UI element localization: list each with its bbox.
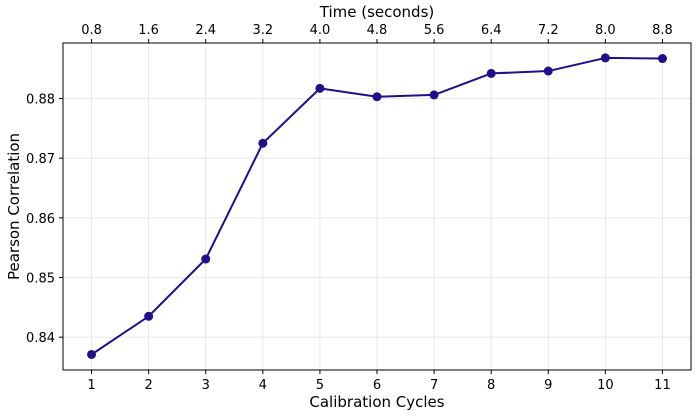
grid bbox=[63, 43, 691, 370]
x-tick-label: 10 bbox=[597, 378, 614, 393]
x-tick-label: 8 bbox=[487, 378, 495, 393]
top-x-tick-label: 8.8 bbox=[652, 23, 673, 38]
y-axis-title: Pearson Correlation bbox=[5, 133, 23, 280]
data-point bbox=[600, 53, 610, 63]
x-axis-ticks: 1 2 3 4 5 6 7 8 9 10 11 bbox=[87, 370, 671, 393]
x-tick-label: 9 bbox=[544, 378, 552, 393]
x-tick-label: 3 bbox=[202, 378, 210, 393]
x-tick-label: 11 bbox=[654, 378, 671, 393]
data-point bbox=[201, 254, 211, 264]
data-point bbox=[543, 66, 553, 76]
top-x-axis-ticks: 0.8 1.6 2.4 3.2 4.0 4.8 5.6 6.4 7.2 8.0 8.8 bbox=[81, 23, 673, 43]
data-point bbox=[315, 83, 325, 93]
x-tick-label: 1 bbox=[87, 378, 95, 393]
x-axis-title: Calibration Cycles bbox=[309, 393, 444, 411]
top-x-tick-label: 4.0 bbox=[310, 23, 331, 38]
y-tick-label: 0.85 bbox=[26, 272, 55, 287]
top-x-tick-label: 6.4 bbox=[481, 23, 502, 38]
x-tick-label: 6 bbox=[373, 378, 381, 393]
y-tick-label: 0.88 bbox=[26, 92, 55, 107]
top-x-tick-label: 3.2 bbox=[252, 23, 273, 38]
data-point bbox=[486, 68, 496, 78]
x-tick-label: 2 bbox=[144, 378, 152, 393]
x-tick-label: 7 bbox=[430, 378, 438, 393]
top-x-tick-label: 8.0 bbox=[595, 23, 616, 38]
top-x-tick-label: 1.6 bbox=[138, 23, 159, 38]
top-x-tick-label: 4.8 bbox=[367, 23, 388, 38]
x-tick-label: 5 bbox=[316, 378, 324, 393]
y-axis-ticks: 0.84 0.85 0.86 0.87 0.88 bbox=[26, 92, 63, 346]
data-point bbox=[372, 92, 382, 102]
data-point bbox=[87, 349, 97, 359]
top-x-axis-title: Time (seconds) bbox=[319, 3, 435, 21]
data-point bbox=[657, 54, 667, 64]
x-tick-label: 4 bbox=[259, 378, 267, 393]
y-tick-label: 0.84 bbox=[26, 331, 55, 346]
data-point bbox=[429, 90, 439, 100]
series-layer bbox=[87, 53, 667, 359]
top-x-tick-label: 2.4 bbox=[195, 23, 216, 38]
top-x-tick-label: 5.6 bbox=[424, 23, 445, 38]
top-x-tick-label: 7.2 bbox=[538, 23, 559, 38]
data-point bbox=[258, 138, 268, 148]
data-point bbox=[144, 311, 154, 321]
top-x-tick-label: 0.8 bbox=[81, 23, 102, 38]
y-tick-label: 0.86 bbox=[26, 212, 55, 227]
y-tick-label: 0.87 bbox=[26, 152, 55, 167]
